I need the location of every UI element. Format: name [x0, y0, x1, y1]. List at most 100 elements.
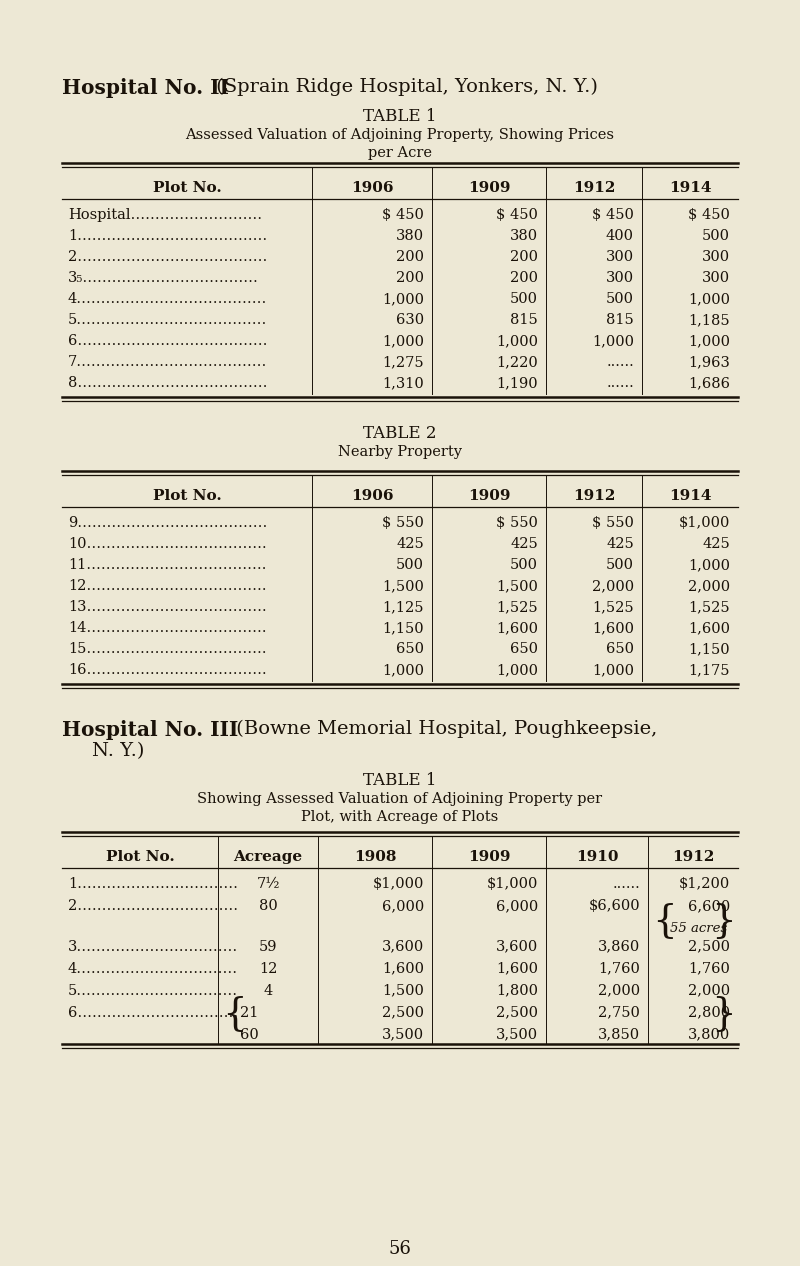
Text: 3,860: 3,860	[598, 939, 640, 953]
Text: 1,175: 1,175	[689, 663, 730, 677]
Text: Plot, with Acreage of Plots: Plot, with Acreage of Plots	[302, 810, 498, 824]
Text: 2,800: 2,800	[688, 1005, 730, 1019]
Text: 6……………………………: 6……………………………	[68, 1005, 238, 1019]
Text: 3……………………………: 3……………………………	[68, 939, 238, 953]
Text: 1910: 1910	[576, 849, 618, 863]
Text: 59: 59	[258, 939, 278, 953]
Text: 2,500: 2,500	[688, 939, 730, 953]
Text: 1,000: 1,000	[688, 334, 730, 348]
Text: 1,150: 1,150	[382, 622, 424, 636]
Text: 1,500: 1,500	[382, 984, 424, 998]
Text: Hospital………………………: Hospital………………………	[68, 208, 262, 222]
Text: 9…………………………………: 9…………………………………	[68, 517, 267, 530]
Text: 15……………………………….: 15……………………………….	[68, 642, 266, 656]
Text: 380: 380	[510, 229, 538, 243]
Text: 14……………………………….: 14……………………………….	[68, 622, 266, 636]
Text: 1908: 1908	[354, 849, 396, 863]
Text: 4…………………………………: 4…………………………………	[68, 292, 267, 306]
Text: 1906: 1906	[350, 181, 394, 195]
Text: 3,500: 3,500	[496, 1028, 538, 1042]
Text: $ 550: $ 550	[496, 517, 538, 530]
Text: $ 550: $ 550	[592, 517, 634, 530]
Text: 425: 425	[396, 537, 424, 551]
Text: 1,220: 1,220	[496, 354, 538, 368]
Text: 200: 200	[396, 249, 424, 265]
Text: 1,525: 1,525	[592, 600, 634, 614]
Text: (Sprain Ridge Hospital, Yonkers, N. Y.): (Sprain Ridge Hospital, Yonkers, N. Y.)	[210, 78, 598, 96]
Text: 6…………………………………: 6…………………………………	[68, 334, 267, 348]
Text: Acreage: Acreage	[234, 849, 302, 863]
Text: 1909: 1909	[468, 489, 510, 503]
Text: TABLE 2: TABLE 2	[363, 425, 437, 442]
Text: 1,275: 1,275	[382, 354, 424, 368]
Text: 3,800: 3,800	[688, 1028, 730, 1042]
Text: 3,600: 3,600	[496, 939, 538, 953]
Text: 2,500: 2,500	[496, 1005, 538, 1019]
Text: 1,310: 1,310	[382, 376, 424, 390]
Text: 60: 60	[240, 1028, 258, 1042]
Text: $1,000: $1,000	[486, 877, 538, 891]
Text: 1……………………………: 1……………………………	[68, 877, 238, 891]
Text: 6,000: 6,000	[382, 899, 424, 913]
Text: Plot No.: Plot No.	[106, 849, 174, 863]
Text: {: {	[652, 904, 677, 941]
Text: 1,000: 1,000	[382, 663, 424, 677]
Text: $ 450: $ 450	[592, 208, 634, 222]
Text: 2,750: 2,750	[598, 1005, 640, 1019]
Text: 425: 425	[702, 537, 730, 551]
Text: 1909: 1909	[468, 181, 510, 195]
Text: Assessed Valuation of Adjoining Property, Showing Prices: Assessed Valuation of Adjoining Property…	[186, 128, 614, 142]
Text: (Bowne Memorial Hospital, Poughkeepsie,: (Bowne Memorial Hospital, Poughkeepsie,	[230, 720, 658, 738]
Text: 10……………………………….: 10……………………………….	[68, 537, 266, 551]
Text: 300: 300	[606, 271, 634, 285]
Text: 1,963: 1,963	[688, 354, 730, 368]
Text: 1909: 1909	[468, 849, 510, 863]
Text: 200: 200	[396, 271, 424, 285]
Text: 1,150: 1,150	[688, 642, 730, 656]
Text: Showing Assessed Valuation of Adjoining Property per: Showing Assessed Valuation of Adjoining …	[198, 793, 602, 806]
Text: 650: 650	[396, 642, 424, 656]
Text: 6,600: 6,600	[688, 899, 730, 913]
Text: TABLE 1: TABLE 1	[363, 108, 437, 125]
Text: 56: 56	[389, 1239, 411, 1258]
Text: $ 450: $ 450	[688, 208, 730, 222]
Text: TABLE 1: TABLE 1	[363, 772, 437, 789]
Text: {: {	[222, 996, 246, 1033]
Text: 815: 815	[606, 313, 634, 327]
Text: 650: 650	[510, 642, 538, 656]
Text: 4: 4	[263, 984, 273, 998]
Text: $1,200: $1,200	[678, 877, 730, 891]
Text: 1,185: 1,185	[688, 313, 730, 327]
Text: 1,000: 1,000	[382, 292, 424, 306]
Text: 400: 400	[606, 229, 634, 243]
Text: 1,500: 1,500	[496, 579, 538, 592]
Text: 500: 500	[510, 292, 538, 306]
Text: 13……………………………….: 13……………………………….	[68, 600, 266, 614]
Text: 1,800: 1,800	[496, 984, 538, 998]
Text: $ 450: $ 450	[382, 208, 424, 222]
Text: 1,760: 1,760	[598, 962, 640, 976]
Text: $1,000: $1,000	[678, 517, 730, 530]
Text: 1906: 1906	[350, 489, 394, 503]
Text: 3₅………………………………: 3₅………………………………	[68, 271, 259, 285]
Text: }: }	[711, 904, 736, 941]
Text: 300: 300	[702, 271, 730, 285]
Text: 2,000: 2,000	[688, 984, 730, 998]
Text: 1914: 1914	[669, 489, 711, 503]
Text: Hospital No. III: Hospital No. III	[62, 720, 238, 741]
Text: 1,600: 1,600	[496, 622, 538, 636]
Text: 2…………………………………: 2…………………………………	[68, 249, 267, 265]
Text: 1,686: 1,686	[688, 376, 730, 390]
Text: 500: 500	[606, 292, 634, 306]
Text: ......: ......	[606, 354, 634, 368]
Text: 1,600: 1,600	[382, 962, 424, 976]
Text: Plot No.: Plot No.	[153, 181, 222, 195]
Text: 500: 500	[510, 558, 538, 572]
Text: 1,000: 1,000	[592, 663, 634, 677]
Text: 1,525: 1,525	[496, 600, 538, 614]
Text: 1912: 1912	[573, 181, 615, 195]
Text: 425: 425	[606, 537, 634, 551]
Text: 1,125: 1,125	[382, 600, 424, 614]
Text: 815: 815	[510, 313, 538, 327]
Text: 7½: 7½	[256, 877, 280, 891]
